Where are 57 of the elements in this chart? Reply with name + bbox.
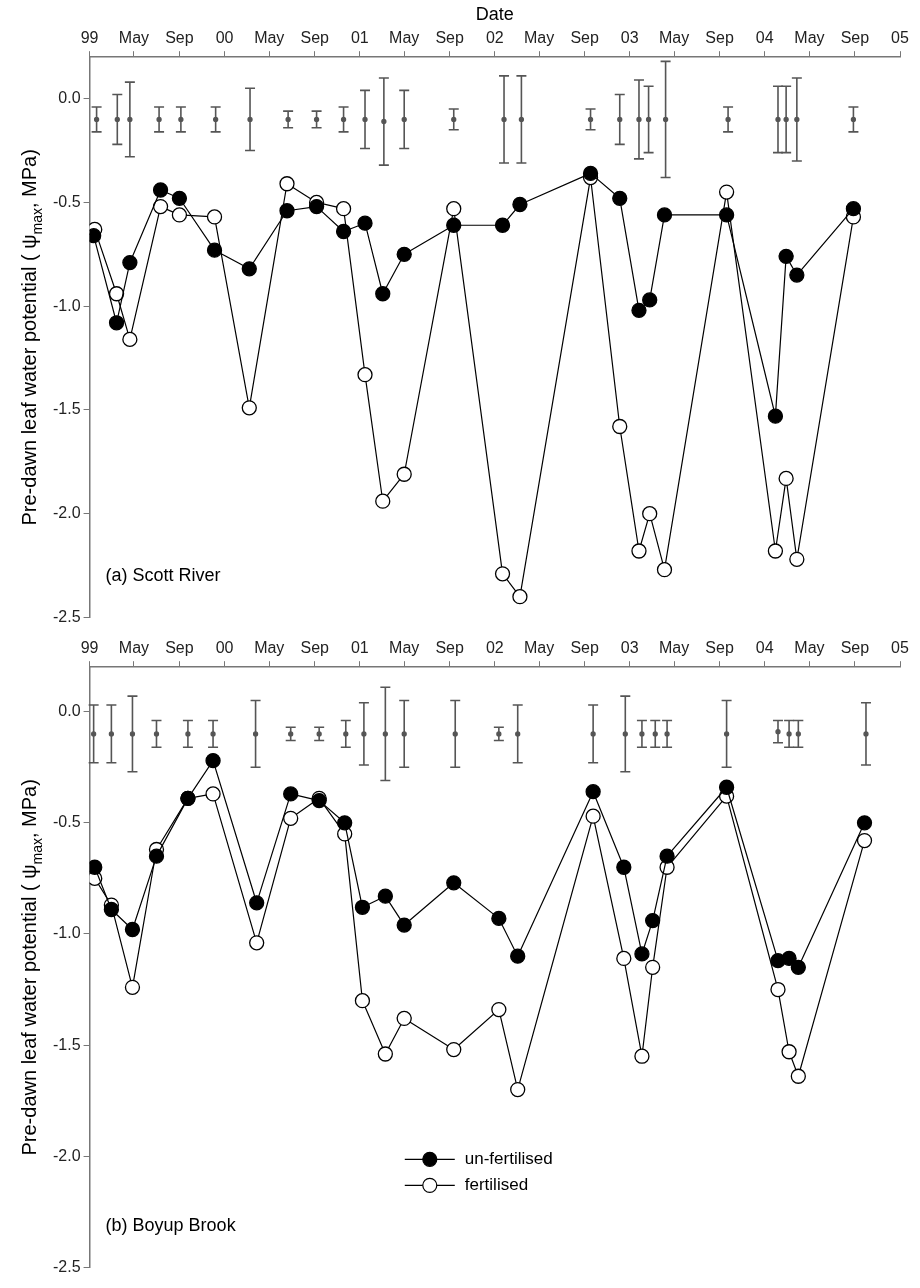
y-tick-label: -2.0 — [52, 504, 81, 522]
annotation: (b) Boyup Brook — [105, 1215, 237, 1236]
y-tick-label: -1.5 — [52, 400, 81, 418]
x-tick-label: May — [389, 29, 420, 47]
x-tick-label: 04 — [755, 639, 774, 657]
x-tick-label: 99 — [80, 29, 99, 47]
x-tick-label: May — [254, 639, 285, 657]
x-tick-label: 03 — [620, 29, 639, 47]
legend-label: fertilised — [464, 1175, 529, 1195]
x-tick-label: 04 — [755, 29, 774, 47]
y-tick-label: -1.0 — [52, 296, 81, 314]
x-tick-label: 01 — [350, 29, 369, 47]
y-tick-label: -2.5 — [52, 607, 81, 625]
x-tick-label: Sep — [165, 639, 194, 657]
x-tick-label: Sep — [840, 639, 870, 657]
x-tick-label: May — [524, 29, 555, 47]
x-tick-label: Sep — [705, 29, 734, 47]
legend-label: un-fertilised — [464, 1149, 553, 1169]
y-tick-label: -2.0 — [52, 1146, 81, 1164]
x-tick-label: May — [794, 29, 825, 47]
x-tick-label: Sep — [165, 29, 194, 47]
x-tick-label: Sep — [570, 29, 599, 47]
y-axis-title: Pre-dawn leaf water potential ( ψmax, MPa) — [18, 149, 45, 526]
x-tick-label: May — [118, 29, 150, 47]
x-tick-label: Sep — [300, 29, 330, 47]
y-tick-label: 0.0 — [58, 89, 81, 107]
y-tick-label: -0.5 — [52, 192, 81, 210]
x-tick-label: 03 — [620, 639, 639, 657]
x-tick-label: May — [794, 639, 825, 657]
x-tick-label: 05 — [891, 639, 909, 657]
y-tick-label: -2.5 — [52, 1257, 81, 1275]
y-tick-label: 0.0 — [58, 702, 81, 720]
annotation: (a) Scott River — [105, 565, 221, 586]
x-tick-label: Sep — [435, 639, 465, 657]
x-tick-label: May — [389, 639, 420, 657]
x-axis-title: Date — [475, 4, 514, 24]
y-tick-label: -1.0 — [52, 924, 81, 942]
x-tick-label: 02 — [485, 29, 504, 47]
y-axis-title: Pre-dawn leaf water potential ( ψmax, MPa) — [18, 779, 45, 1156]
x-tick-label: 99 — [80, 639, 99, 657]
x-tick-label: Sep — [570, 639, 599, 657]
y-tick-label: -1.5 — [52, 1035, 81, 1053]
x-tick-label: 05 — [891, 29, 909, 47]
x-tick-label: May — [254, 29, 285, 47]
x-tick-label: Sep — [300, 639, 330, 657]
x-tick-label: May — [658, 29, 690, 47]
x-tick-label: Sep — [435, 29, 465, 47]
x-tick-label: 00 — [215, 29, 234, 47]
x-tick-label: May — [524, 639, 555, 657]
x-tick-label: Sep — [705, 639, 734, 657]
x-tick-label: May — [658, 639, 690, 657]
x-tick-label: 01 — [350, 639, 369, 657]
x-tick-label: 00 — [215, 639, 234, 657]
x-tick-label: May — [118, 639, 150, 657]
x-tick-label: Sep — [840, 29, 870, 47]
x-tick-label: 02 — [485, 639, 504, 657]
y-tick-label: -0.5 — [52, 813, 81, 831]
